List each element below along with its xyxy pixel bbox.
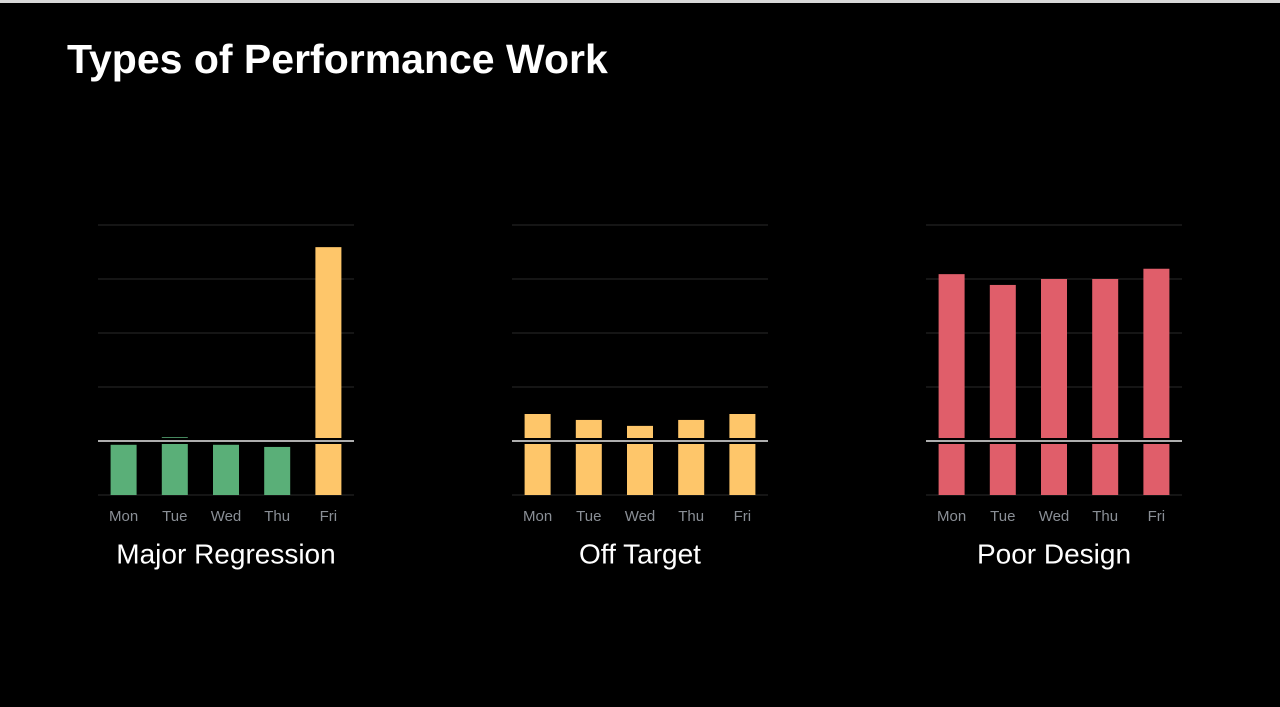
bar [1143, 268, 1170, 495]
bar [524, 414, 551, 495]
chart-title: Poor Design [977, 538, 1131, 569]
x-tick-label: Wed [211, 508, 242, 525]
bar [938, 274, 965, 495]
x-tick-label: Wed [1039, 508, 1070, 525]
page-title: Types of Performance Work [67, 36, 608, 82]
x-tick-label: Tue [576, 508, 601, 525]
x-tick-label: Fri [734, 508, 752, 525]
x-tick-label: Mon [109, 508, 138, 525]
bar [989, 284, 1016, 495]
x-tick-label: Thu [264, 508, 290, 525]
x-tick-label: Tue [990, 508, 1015, 525]
window-edge [0, 0, 1280, 3]
bar [729, 414, 756, 495]
x-tick-label: Fri [1148, 508, 1166, 525]
x-tick-label: Thu [678, 508, 704, 525]
bar [575, 419, 602, 495]
x-tick-label: Thu [1092, 508, 1118, 525]
bar [264, 446, 291, 495]
bar [161, 437, 188, 495]
x-tick-label: Fri [320, 508, 338, 525]
chart-title: Off Target [579, 538, 701, 569]
bar [110, 444, 137, 495]
x-tick-label: Wed [625, 508, 656, 525]
bar [1092, 279, 1119, 495]
bar [1041, 279, 1067, 495]
chart-title: Major Regression [116, 538, 335, 569]
bar [213, 444, 239, 495]
x-tick-label: Mon [523, 508, 552, 525]
x-tick-label: Mon [937, 508, 966, 525]
x-tick-label: Tue [162, 508, 187, 525]
bar [315, 247, 342, 495]
bar [627, 425, 653, 495]
bar [678, 419, 705, 495]
